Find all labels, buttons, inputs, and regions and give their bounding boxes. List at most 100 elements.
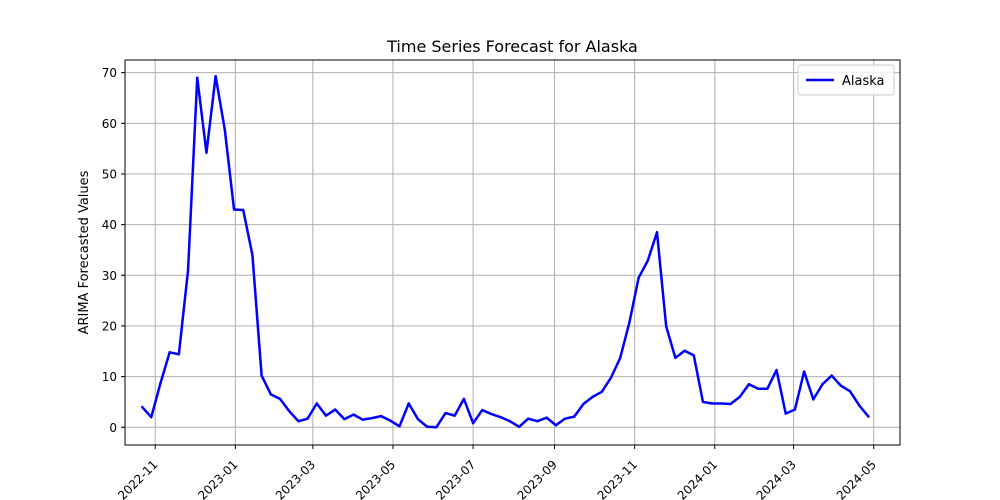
y-tick-label: 60 xyxy=(102,117,117,131)
data-point xyxy=(747,383,751,386)
x-tick-label: 2023-05 xyxy=(353,457,398,500)
data-point xyxy=(306,417,309,420)
data-point xyxy=(701,400,705,404)
data-point xyxy=(444,411,447,415)
data-point xyxy=(766,387,769,390)
data-point xyxy=(756,387,760,390)
data-point xyxy=(573,415,576,418)
data-point xyxy=(232,208,236,211)
data-point xyxy=(784,412,787,415)
data-point xyxy=(591,395,594,399)
data-point xyxy=(407,402,410,405)
legend: Alaska xyxy=(797,64,895,96)
data-point xyxy=(453,414,456,417)
data-point xyxy=(609,376,613,379)
data-point xyxy=(177,353,181,356)
data-point xyxy=(370,416,374,420)
legend-label: Alaska xyxy=(842,74,885,89)
data-point xyxy=(481,408,484,412)
y-axis-ticks: 0 10 20 30 40 50 60 70 xyxy=(102,66,125,435)
data-point xyxy=(793,408,797,411)
y-axis-label: ARIMA Forecasted Values xyxy=(77,170,92,334)
data-point xyxy=(812,398,815,401)
x-tick-label: 2022-11 xyxy=(115,457,160,500)
data-point xyxy=(214,75,217,78)
data-point xyxy=(389,419,392,422)
data-point xyxy=(664,325,668,328)
y-tick-label: 70 xyxy=(102,66,117,80)
data-point xyxy=(186,269,190,272)
y-tick-label: 30 xyxy=(102,269,117,283)
x-tick-label: 2023-01 xyxy=(195,457,240,500)
data-point xyxy=(839,384,843,387)
data-point xyxy=(159,382,162,385)
data-point xyxy=(352,413,355,416)
y-tick-label: 10 xyxy=(102,370,117,384)
data-point xyxy=(471,422,475,425)
data-point xyxy=(619,356,622,360)
y-tick-label: 40 xyxy=(102,218,117,232)
data-point xyxy=(720,402,723,405)
data-point xyxy=(527,417,530,420)
data-point xyxy=(517,425,521,428)
data-point xyxy=(196,76,199,79)
data-point xyxy=(738,395,741,399)
series-line-alaska xyxy=(141,74,870,429)
x-tick-label: 2023-11 xyxy=(595,457,640,500)
data-point xyxy=(260,374,263,377)
grid-lines xyxy=(125,60,900,445)
data-point xyxy=(343,417,346,421)
x-tick-label: 2023-03 xyxy=(273,457,318,500)
data-point xyxy=(536,419,539,423)
data-point xyxy=(582,402,585,406)
data-point xyxy=(563,417,567,420)
y-tick-label: 50 xyxy=(102,167,117,181)
data-point xyxy=(435,426,438,429)
x-tick-label: 2024-01 xyxy=(675,457,720,500)
data-point xyxy=(545,416,548,419)
data-point xyxy=(848,390,852,393)
data-point xyxy=(315,402,318,405)
data-point xyxy=(830,374,833,377)
data-point xyxy=(858,404,861,407)
data-point xyxy=(168,351,171,354)
data-point xyxy=(398,425,401,428)
legend-box xyxy=(797,64,895,96)
data-point xyxy=(324,414,328,417)
data-point xyxy=(150,415,153,419)
data-point xyxy=(508,419,512,423)
data-point xyxy=(287,409,291,413)
data-point xyxy=(683,349,686,352)
x-tick-label: 2024-05 xyxy=(834,457,879,500)
x-tick-label: 2024-03 xyxy=(754,457,799,500)
data-point xyxy=(655,231,659,234)
data-point xyxy=(775,368,778,372)
data-point xyxy=(821,383,824,386)
data-point xyxy=(379,414,383,418)
data-point xyxy=(692,354,695,357)
data-point xyxy=(223,128,227,132)
data-point xyxy=(416,417,420,421)
data-point xyxy=(297,419,300,423)
data-point xyxy=(600,390,604,394)
data-point xyxy=(710,402,714,405)
plot-area-frame xyxy=(124,59,901,446)
y-tick-label: 0 xyxy=(109,421,117,435)
data-point xyxy=(646,259,649,262)
data-point xyxy=(269,393,273,396)
data-point xyxy=(490,412,493,416)
x-axis-ticks: 2022-11 2023-01 2023-03 2023-05 2023-07 2023-… xyxy=(115,445,879,500)
data-point xyxy=(333,408,337,411)
data-point xyxy=(674,356,677,360)
data-point xyxy=(637,276,640,280)
data-point xyxy=(140,405,144,409)
data-point xyxy=(554,424,558,427)
data-point xyxy=(361,418,364,421)
x-tick-label: 2023-09 xyxy=(515,457,560,500)
data-point xyxy=(278,397,282,401)
data-point xyxy=(425,425,429,428)
data-point xyxy=(462,397,466,401)
x-tick-label: 2023-07 xyxy=(433,457,478,500)
